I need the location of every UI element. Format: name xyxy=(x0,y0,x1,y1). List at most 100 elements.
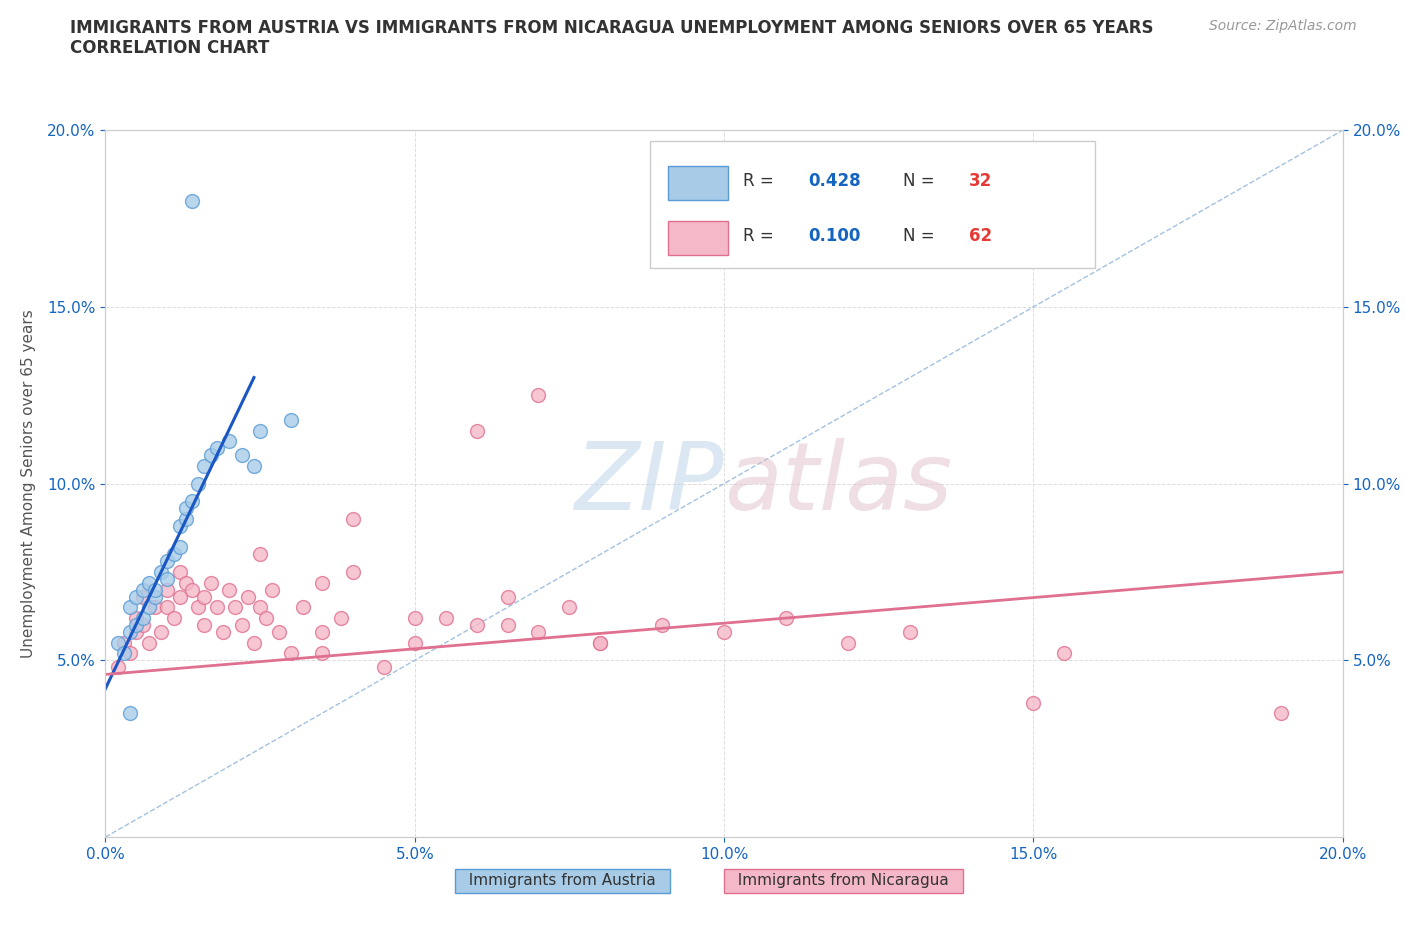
Point xyxy=(143,600,166,615)
Point xyxy=(404,610,426,625)
Point xyxy=(267,625,290,640)
Point xyxy=(434,610,457,625)
Point xyxy=(231,618,253,632)
Point xyxy=(200,575,222,590)
Point xyxy=(162,547,184,562)
Point xyxy=(218,582,240,597)
Point xyxy=(174,512,197,526)
Text: CORRELATION CHART: CORRELATION CHART xyxy=(70,39,270,57)
Point xyxy=(193,590,215,604)
Point xyxy=(200,448,222,463)
Point xyxy=(898,625,921,640)
Point xyxy=(138,635,160,650)
Point xyxy=(651,618,673,632)
Point xyxy=(236,590,259,604)
Point xyxy=(169,519,191,534)
Point xyxy=(138,575,160,590)
Text: 62: 62 xyxy=(969,227,993,246)
Point xyxy=(713,625,735,640)
Point xyxy=(205,600,228,615)
Point xyxy=(218,433,240,448)
Text: Immigrants from Nicaragua: Immigrants from Nicaragua xyxy=(728,873,959,888)
Point xyxy=(107,635,129,650)
Point xyxy=(174,501,197,516)
Point xyxy=(143,590,166,604)
Text: 0.100: 0.100 xyxy=(808,227,860,246)
Point xyxy=(120,600,142,615)
Point xyxy=(231,448,253,463)
Point xyxy=(837,635,859,650)
Point xyxy=(775,610,797,625)
Point xyxy=(187,600,209,615)
Point xyxy=(496,618,519,632)
Point xyxy=(249,423,271,438)
Point xyxy=(465,618,488,632)
Point xyxy=(373,660,395,675)
Point xyxy=(181,582,204,597)
Point xyxy=(169,565,191,579)
Point xyxy=(181,193,204,208)
Point xyxy=(342,512,364,526)
Point xyxy=(527,625,550,640)
Point xyxy=(243,635,266,650)
Point xyxy=(280,413,302,428)
Point xyxy=(169,590,191,604)
Point xyxy=(1270,706,1292,721)
Point xyxy=(156,572,179,587)
Point xyxy=(224,600,246,615)
Point xyxy=(174,575,197,590)
Point xyxy=(262,582,284,597)
Point xyxy=(558,600,581,615)
Point xyxy=(112,635,135,650)
Point xyxy=(311,625,333,640)
Point xyxy=(156,600,179,615)
Point xyxy=(169,539,191,554)
Point xyxy=(193,618,215,632)
Text: N =: N = xyxy=(904,227,941,246)
Point xyxy=(280,645,302,660)
Text: 0.428: 0.428 xyxy=(808,172,860,190)
Point xyxy=(156,582,179,597)
Text: Immigrants from Austria: Immigrants from Austria xyxy=(460,873,665,888)
Point xyxy=(589,635,612,650)
Point xyxy=(342,565,364,579)
Point xyxy=(150,625,173,640)
Point xyxy=(292,600,315,615)
Text: ZIP: ZIP xyxy=(575,438,724,529)
FancyBboxPatch shape xyxy=(668,166,728,200)
Point xyxy=(254,610,277,625)
Point xyxy=(249,600,271,615)
Point xyxy=(120,625,142,640)
Point xyxy=(107,660,129,675)
Point xyxy=(120,706,142,721)
Point xyxy=(527,388,550,403)
Point xyxy=(131,618,153,632)
Point xyxy=(205,441,228,456)
Point xyxy=(125,625,148,640)
Point xyxy=(311,645,333,660)
Point xyxy=(465,423,488,438)
Point xyxy=(120,645,142,660)
Point xyxy=(125,590,148,604)
Point xyxy=(1053,645,1076,660)
Text: R =: R = xyxy=(742,172,779,190)
Point xyxy=(496,590,519,604)
FancyBboxPatch shape xyxy=(668,221,728,256)
Point xyxy=(138,600,160,615)
Point xyxy=(125,618,148,632)
Point xyxy=(156,554,179,569)
Point xyxy=(243,458,266,473)
Point xyxy=(249,547,271,562)
Point xyxy=(150,565,173,579)
Text: Source: ZipAtlas.com: Source: ZipAtlas.com xyxy=(1209,19,1357,33)
FancyBboxPatch shape xyxy=(650,140,1095,268)
Point xyxy=(143,582,166,597)
Point xyxy=(125,610,148,625)
Point xyxy=(131,590,153,604)
Point xyxy=(193,458,215,473)
Point xyxy=(311,575,333,590)
Point xyxy=(181,494,204,509)
Text: IMMIGRANTS FROM AUSTRIA VS IMMIGRANTS FROM NICARAGUA UNEMPLOYMENT AMONG SENIORS : IMMIGRANTS FROM AUSTRIA VS IMMIGRANTS FR… xyxy=(70,19,1154,36)
Text: N =: N = xyxy=(904,172,941,190)
Point xyxy=(187,476,209,491)
